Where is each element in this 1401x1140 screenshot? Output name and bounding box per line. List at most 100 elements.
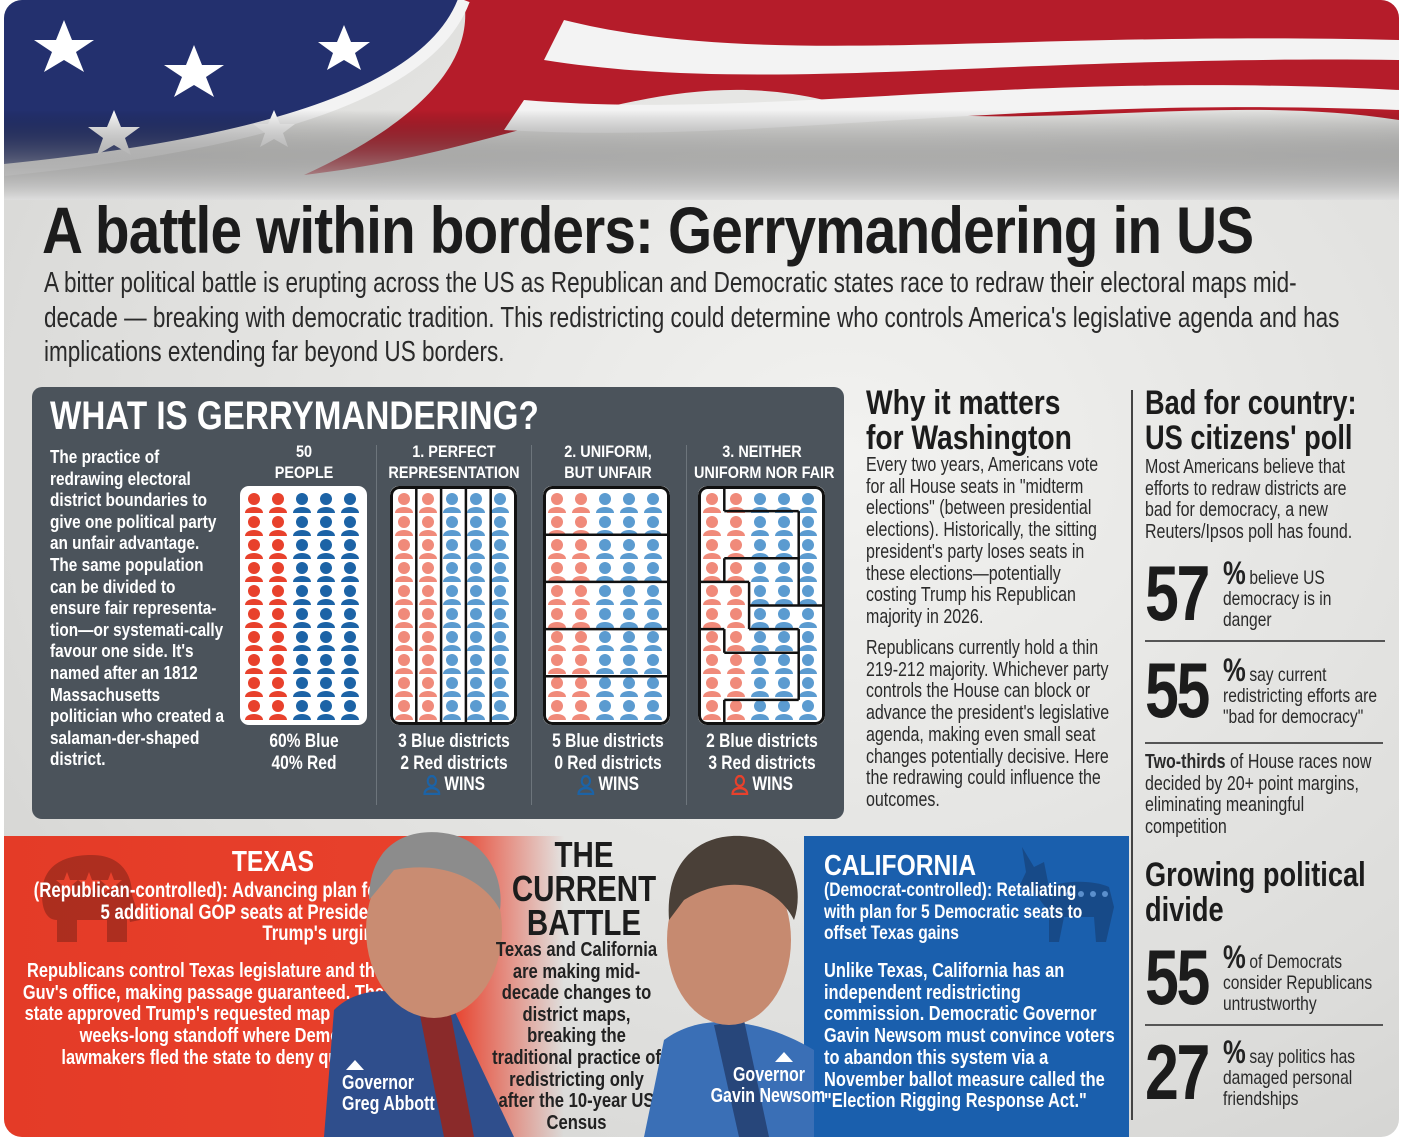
person-icon — [467, 654, 485, 674]
person-icon — [751, 539, 769, 559]
person-icon — [491, 654, 509, 674]
column-divider — [1131, 390, 1133, 1120]
person-icon — [293, 516, 311, 536]
person-icon — [751, 654, 769, 674]
person-icon — [341, 539, 359, 559]
subtitle: A bitter political battle is erupting ac… — [44, 267, 1340, 368]
person-icon — [548, 631, 566, 651]
person-icon — [269, 562, 287, 582]
blue-person-icon — [423, 774, 441, 795]
person-icon — [572, 516, 590, 536]
person-icon — [596, 608, 614, 628]
person-icon — [443, 562, 461, 582]
person-icon — [703, 631, 721, 651]
person-icon — [317, 608, 335, 628]
person-icon — [775, 539, 793, 559]
person-icon — [727, 608, 745, 628]
person-icon — [317, 654, 335, 674]
person-icon — [703, 516, 721, 536]
triangle-up-icon — [346, 1060, 364, 1070]
person-icon — [317, 677, 335, 697]
person-icon — [572, 700, 590, 720]
person-icon — [419, 516, 437, 536]
person-icon — [395, 654, 413, 674]
person-icon — [703, 539, 721, 559]
person-icon — [395, 539, 413, 559]
panel-result: 2 Blue districts 3 Red districts WINS — [706, 731, 818, 795]
winner-label: WINS — [423, 774, 485, 796]
person-icon — [596, 539, 614, 559]
person-icon — [317, 700, 335, 720]
two-thirds-stat: Two-thirds of House races now decided by… — [1145, 751, 1372, 839]
person-icon — [703, 677, 721, 697]
person-icon — [727, 631, 745, 651]
person-icon — [644, 608, 662, 628]
person-icon — [799, 585, 817, 605]
person-icon — [443, 677, 461, 697]
person-icon — [245, 631, 263, 651]
person-icon — [491, 562, 509, 582]
panel-header: 2. UNIFORM, BUT UNFAIR — [564, 442, 652, 482]
person-icon — [245, 700, 263, 720]
current-battle-text: Texas and California are making mid-deca… — [492, 939, 661, 1134]
person-icon — [548, 493, 566, 513]
gavin-newsom-photo — [644, 835, 814, 1137]
panel-header: 1. PERFECT REPRESENTATION — [388, 442, 520, 482]
person-icon — [596, 677, 614, 697]
population-grid — [390, 486, 517, 725]
current-battle-heading: THE CURRENT BATTLE — [511, 834, 657, 943]
person-icon — [293, 677, 311, 697]
california-heading: CALIFORNIA — [824, 850, 977, 882]
person-icon — [419, 608, 437, 628]
divider — [1145, 1024, 1383, 1026]
person-icon — [491, 493, 509, 513]
person-icon — [491, 700, 509, 720]
person-icon — [596, 493, 614, 513]
person-icon — [443, 585, 461, 605]
person-icon — [703, 585, 721, 605]
column-divider — [686, 445, 687, 805]
divider — [1145, 640, 1385, 642]
person-icon — [751, 608, 769, 628]
newsom-caption: Governor Gavin Newsom — [687, 1052, 825, 1107]
person-icon — [245, 654, 263, 674]
population-grid — [240, 486, 367, 725]
person-icon — [293, 562, 311, 582]
person-icon — [799, 608, 817, 628]
person-icon — [596, 654, 614, 674]
person-icon — [548, 677, 566, 697]
poll-heading: Bad for country: US citizens' poll — [1145, 384, 1357, 457]
person-icon — [572, 539, 590, 559]
california-lead: (Democrat-controlled): Retaliating with … — [824, 879, 1083, 945]
person-icon — [620, 608, 638, 628]
person-icon — [341, 700, 359, 720]
person-icon — [596, 585, 614, 605]
person-icon — [620, 493, 638, 513]
person-icon — [703, 493, 721, 513]
person-icon — [572, 585, 590, 605]
person-icon — [269, 585, 287, 605]
person-icon — [703, 562, 721, 582]
person-icon — [548, 516, 566, 536]
person-icon — [644, 700, 662, 720]
person-icon — [395, 631, 413, 651]
person-icon — [419, 677, 437, 697]
person-icon — [572, 654, 590, 674]
texas-lead: (Republican-controlled): Advancing plan … — [33, 879, 385, 946]
infographic: A battle within borders: Gerrymandering … — [4, 0, 1399, 1137]
person-icon — [245, 539, 263, 559]
democrat-donkey-icon — [1019, 847, 1114, 942]
winner-label: WINS — [577, 774, 639, 796]
person-icon — [620, 585, 638, 605]
person-icon — [341, 516, 359, 536]
person-icon — [751, 516, 769, 536]
person-icon — [269, 677, 287, 697]
person-icon — [395, 562, 413, 582]
person-icon — [491, 631, 509, 651]
person-icon — [317, 516, 335, 536]
person-icon — [467, 608, 485, 628]
person-icon — [548, 700, 566, 720]
person-icon — [572, 677, 590, 697]
person-icon — [775, 608, 793, 628]
person-icon — [596, 700, 614, 720]
